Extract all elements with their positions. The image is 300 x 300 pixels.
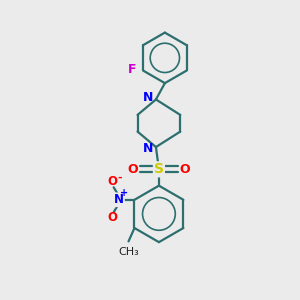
Text: S: S [154, 162, 164, 176]
Text: F: F [128, 62, 136, 76]
Text: O: O [107, 211, 117, 224]
Text: O: O [107, 176, 117, 188]
Text: -: - [117, 173, 122, 183]
Text: N: N [143, 142, 154, 155]
Text: N: N [143, 92, 154, 104]
Text: O: O [128, 163, 138, 176]
Text: O: O [180, 163, 190, 176]
Text: CH₃: CH₃ [118, 247, 139, 257]
Text: N: N [114, 193, 124, 206]
Text: +: + [120, 188, 128, 198]
